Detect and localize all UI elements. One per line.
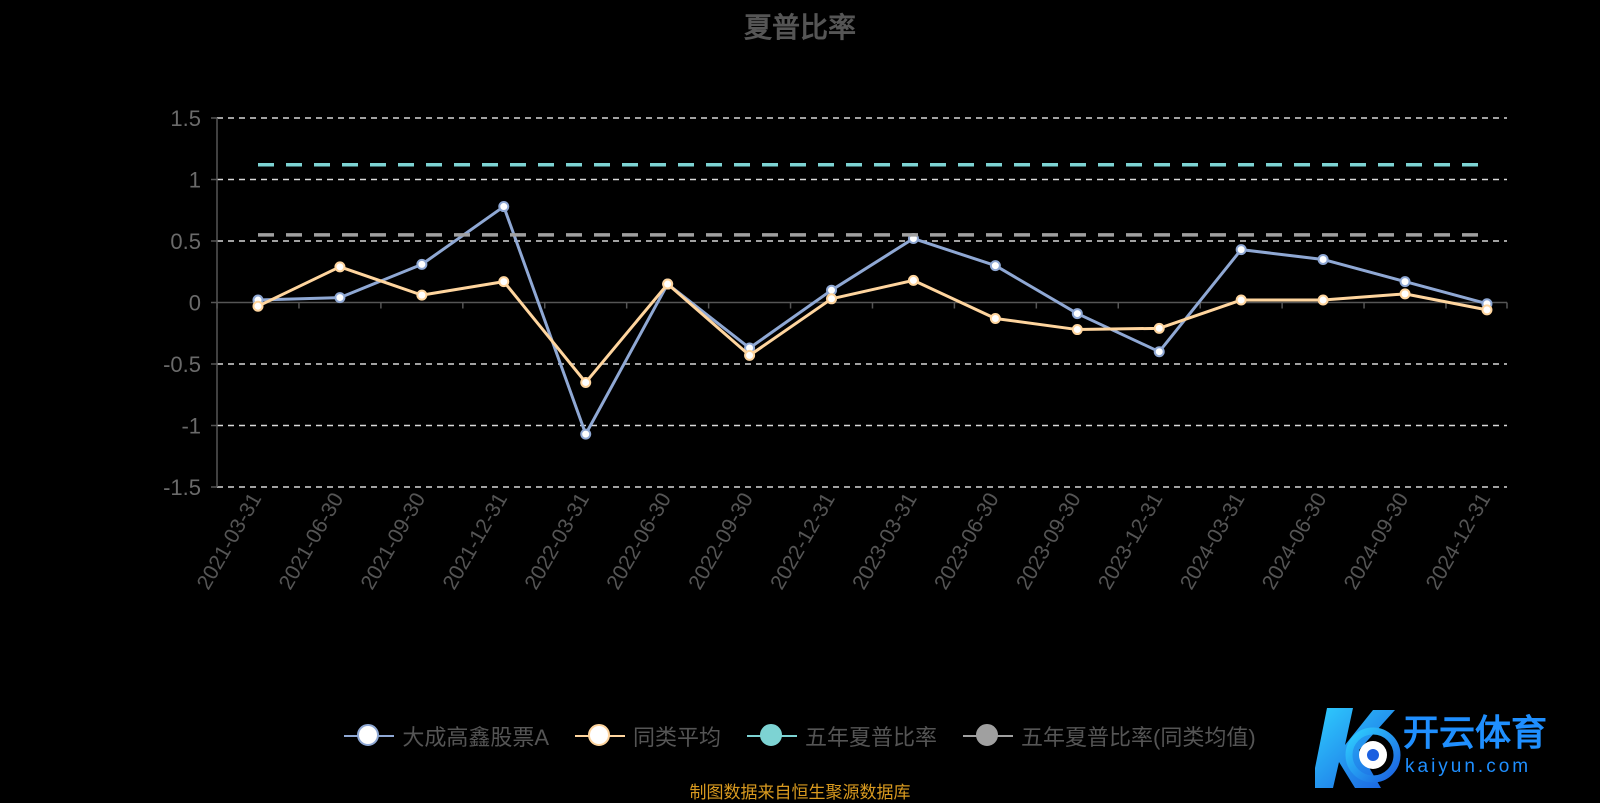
x-tick-label: 2024-06-30 — [1258, 489, 1332, 594]
x-tick-label: 2023-03-31 — [848, 489, 922, 594]
x-tick-label: 2022-06-30 — [602, 489, 676, 594]
legend-item-0[interactable]: 大成高鑫股票A — [344, 720, 549, 752]
y-tick-label: 1 — [189, 168, 201, 193]
x-tick-label: 2023-06-30 — [930, 489, 1004, 594]
series-1-point — [989, 312, 1001, 324]
series-0-point — [1399, 276, 1411, 288]
series-1-point — [1399, 288, 1411, 300]
x-tick-label: 2022-12-31 — [766, 489, 840, 594]
x-tick-label: 2021-03-31 — [193, 489, 267, 594]
watermark-brand: 开云体育 — [1403, 712, 1547, 753]
chart-title: 夏普比率 — [743, 12, 856, 43]
x-tick-label: 2021-06-30 — [275, 489, 349, 594]
series-0-point — [498, 201, 510, 213]
watermark-logo: 开云体育 kaiyun.com — [1315, 708, 1547, 788]
legend-swatch — [747, 722, 798, 750]
legend-swatch — [963, 722, 1014, 750]
series-0-point — [1235, 244, 1247, 256]
legend: 大成高鑫股票A 同类平均 五年夏普比率 五年夏普比率(同类均值) — [0, 720, 1600, 752]
y-tick-label: -1 — [181, 414, 201, 439]
x-tick-label: 2024-03-31 — [1176, 489, 1250, 594]
series-1-point — [1071, 324, 1083, 336]
y-tick-label: -1.5 — [163, 475, 201, 500]
series-layer — [252, 162, 1493, 440]
legend-item-2[interactable]: 五年夏普比率 — [747, 720, 937, 752]
series-1-point — [252, 300, 264, 312]
series-1-point — [907, 274, 919, 286]
legend-label: 同类平均 — [633, 725, 722, 750]
series-0-point — [989, 260, 1001, 272]
x-tick-label: 2022-03-31 — [520, 489, 594, 594]
x-tick-label: 2024-12-31 — [1422, 489, 1496, 594]
watermark-url: kaiyun.com — [1405, 756, 1531, 777]
legend-item-3[interactable]: 五年夏普比率(同类均值) — [963, 720, 1256, 752]
series-1-point — [334, 261, 346, 273]
grid-layer — [217, 117, 1507, 488]
x-tick-label: 2022-09-30 — [684, 489, 758, 594]
series-1-point — [662, 278, 674, 290]
y-tick-label: 0.5 — [170, 229, 201, 254]
series-1-point — [1317, 294, 1329, 306]
legend-label: 五年夏普比率(同类均值) — [1021, 725, 1256, 750]
series-0-point — [1071, 308, 1083, 320]
series-1-point — [498, 276, 510, 288]
series-1-point — [416, 289, 428, 301]
legend-swatch — [575, 722, 625, 750]
series-1-point — [1235, 294, 1247, 306]
series-0-point — [1153, 346, 1165, 358]
series-1-point — [826, 293, 838, 305]
y-tick-label: 1.5 — [170, 106, 201, 131]
x-tick-label: 2023-09-30 — [1012, 489, 1086, 594]
x-tick-label: 2023-12-31 — [1094, 489, 1168, 594]
series-0-point — [580, 428, 592, 440]
legend-swatch — [344, 722, 395, 750]
series-line-1 — [257, 265, 1488, 384]
series-0-point — [416, 258, 428, 270]
x-tick-label: 2024-09-30 — [1340, 489, 1414, 594]
series-1-point — [1481, 304, 1493, 316]
legend-item-1[interactable]: 同类平均 — [575, 720, 721, 752]
legend-label: 五年夏普比率 — [805, 725, 938, 750]
series-0-point — [1317, 253, 1329, 265]
series-1-point — [580, 376, 592, 388]
source-note: 制图数据来自恒生聚源数据库 — [689, 783, 911, 802]
series-1-point — [1153, 322, 1165, 334]
series-0-point — [334, 292, 346, 304]
legend-label: 大成高鑫股票A — [402, 725, 549, 750]
soccer-ball-icon — [1345, 727, 1401, 783]
x-tick-label: 2021-09-30 — [357, 489, 431, 594]
x-tick-label: 2021-12-31 — [438, 489, 512, 594]
y-tick-label: -0.5 — [163, 352, 201, 377]
series-1-point — [744, 349, 756, 361]
y-tick-label: 0 — [189, 291, 201, 316]
